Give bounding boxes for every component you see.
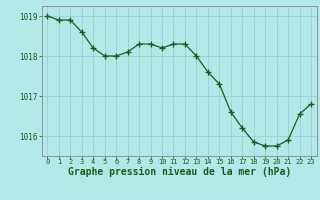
X-axis label: Graphe pression niveau de la mer (hPa): Graphe pression niveau de la mer (hPa) [68,167,291,177]
